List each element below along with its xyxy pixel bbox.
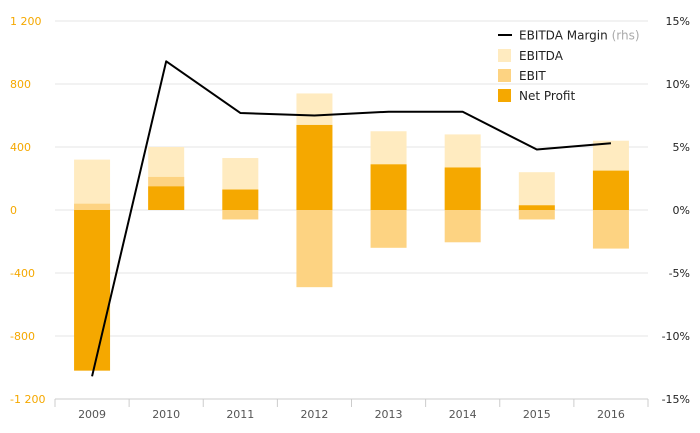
y-left-tick-label: -1 200 — [10, 393, 45, 406]
legend-label-ebit: EBIT — [519, 69, 546, 83]
bar-net-profit-2012 — [296, 124, 333, 210]
bar-ebit-2012 — [296, 210, 333, 288]
bars — [74, 93, 629, 371]
bar-ebit-2015 — [518, 210, 555, 220]
bar-net-profit-2014 — [444, 167, 481, 210]
line-ebitda-margin — [91, 60, 612, 377]
legend-label-ebitda-margin: EBITDA Margin (rhs) — [519, 29, 640, 43]
bar-ebit-2016 — [592, 210, 629, 249]
x-tick-label: 2009 — [78, 408, 106, 421]
y-left-tick-label: 1 200 — [10, 15, 42, 28]
x-tick-label: 2011 — [226, 408, 254, 421]
bar-ebit-2009 — [74, 203, 111, 210]
y-left-tick-label: -800 — [10, 330, 35, 343]
bar-net-profit-2016 — [592, 170, 629, 210]
bar-ebitda-2009 — [74, 159, 111, 210]
legend-label-ebitda: EBITDA — [519, 49, 564, 63]
x-tick-label: 2014 — [449, 408, 477, 421]
x-tick-label: 2015 — [523, 408, 551, 421]
margin-line — [91, 60, 612, 377]
bar-ebit-2011 — [222, 210, 259, 220]
bar-ebitda-2015 — [518, 172, 555, 210]
grid-lines — [55, 20, 648, 337]
y-left-tick-label: 0 — [10, 204, 17, 217]
bar-ebit-2014 — [444, 210, 481, 243]
bar-net-profit-2009 — [74, 210, 111, 371]
bar-net-profit-2015 — [518, 205, 555, 210]
x-tick-label: 2012 — [300, 408, 328, 421]
y-left-tick-label: 400 — [10, 141, 31, 154]
x-tick-label: 2013 — [375, 408, 403, 421]
bar-net-profit-2011 — [222, 189, 259, 210]
y-right-tick-label: 10% — [666, 78, 690, 91]
y-right-tick-label: 0% — [673, 204, 690, 217]
y-right-tick-label: -10% — [662, 330, 690, 343]
y-right-tick-label: 15% — [666, 15, 690, 28]
axes: 1 200 800 400 0 -400 -800 -1 200 15% 10% 5% 0% -5% -… — [10, 15, 690, 421]
x-tick-label: 2010 — [152, 408, 180, 421]
legend-label-net-profit: Net Profit — [519, 89, 575, 103]
legend-swatch-ebitda — [498, 49, 511, 62]
bar-net-profit-2013 — [370, 164, 407, 210]
y-left-tick-label: 800 — [10, 78, 31, 91]
legend: EBITDA Margin (rhs) EBITDA EBIT Net Prof… — [498, 29, 640, 103]
bar-ebit-2013 — [370, 210, 407, 248]
legend-swatch-net-profit — [498, 89, 511, 102]
y-left-tick-label: -400 — [10, 267, 35, 280]
y-right-tick-label: -5% — [669, 267, 690, 280]
y-right-tick-label: 5% — [673, 141, 690, 154]
bar-net-profit-2010 — [148, 186, 185, 210]
x-tick-label: 2016 — [597, 408, 625, 421]
legend-swatch-ebit — [498, 69, 511, 82]
y-right-tick-label: -15% — [662, 393, 690, 406]
